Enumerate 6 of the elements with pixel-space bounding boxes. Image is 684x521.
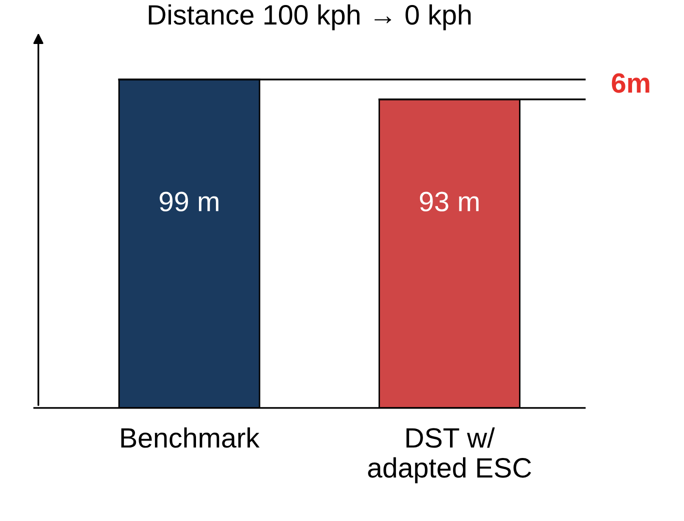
data-label: 93 m: [420, 192, 479, 212]
chart-title: Distance 100 kph → 0 kph: [148, 4, 471, 30]
ref-line-label: 6m: [612, 73, 650, 93]
x-tick-label: Benchmark: [121, 427, 260, 448]
data-label: 99 m: [160, 192, 218, 212]
x-tick-label: DST w/ adapted ESC: [368, 427, 532, 484]
